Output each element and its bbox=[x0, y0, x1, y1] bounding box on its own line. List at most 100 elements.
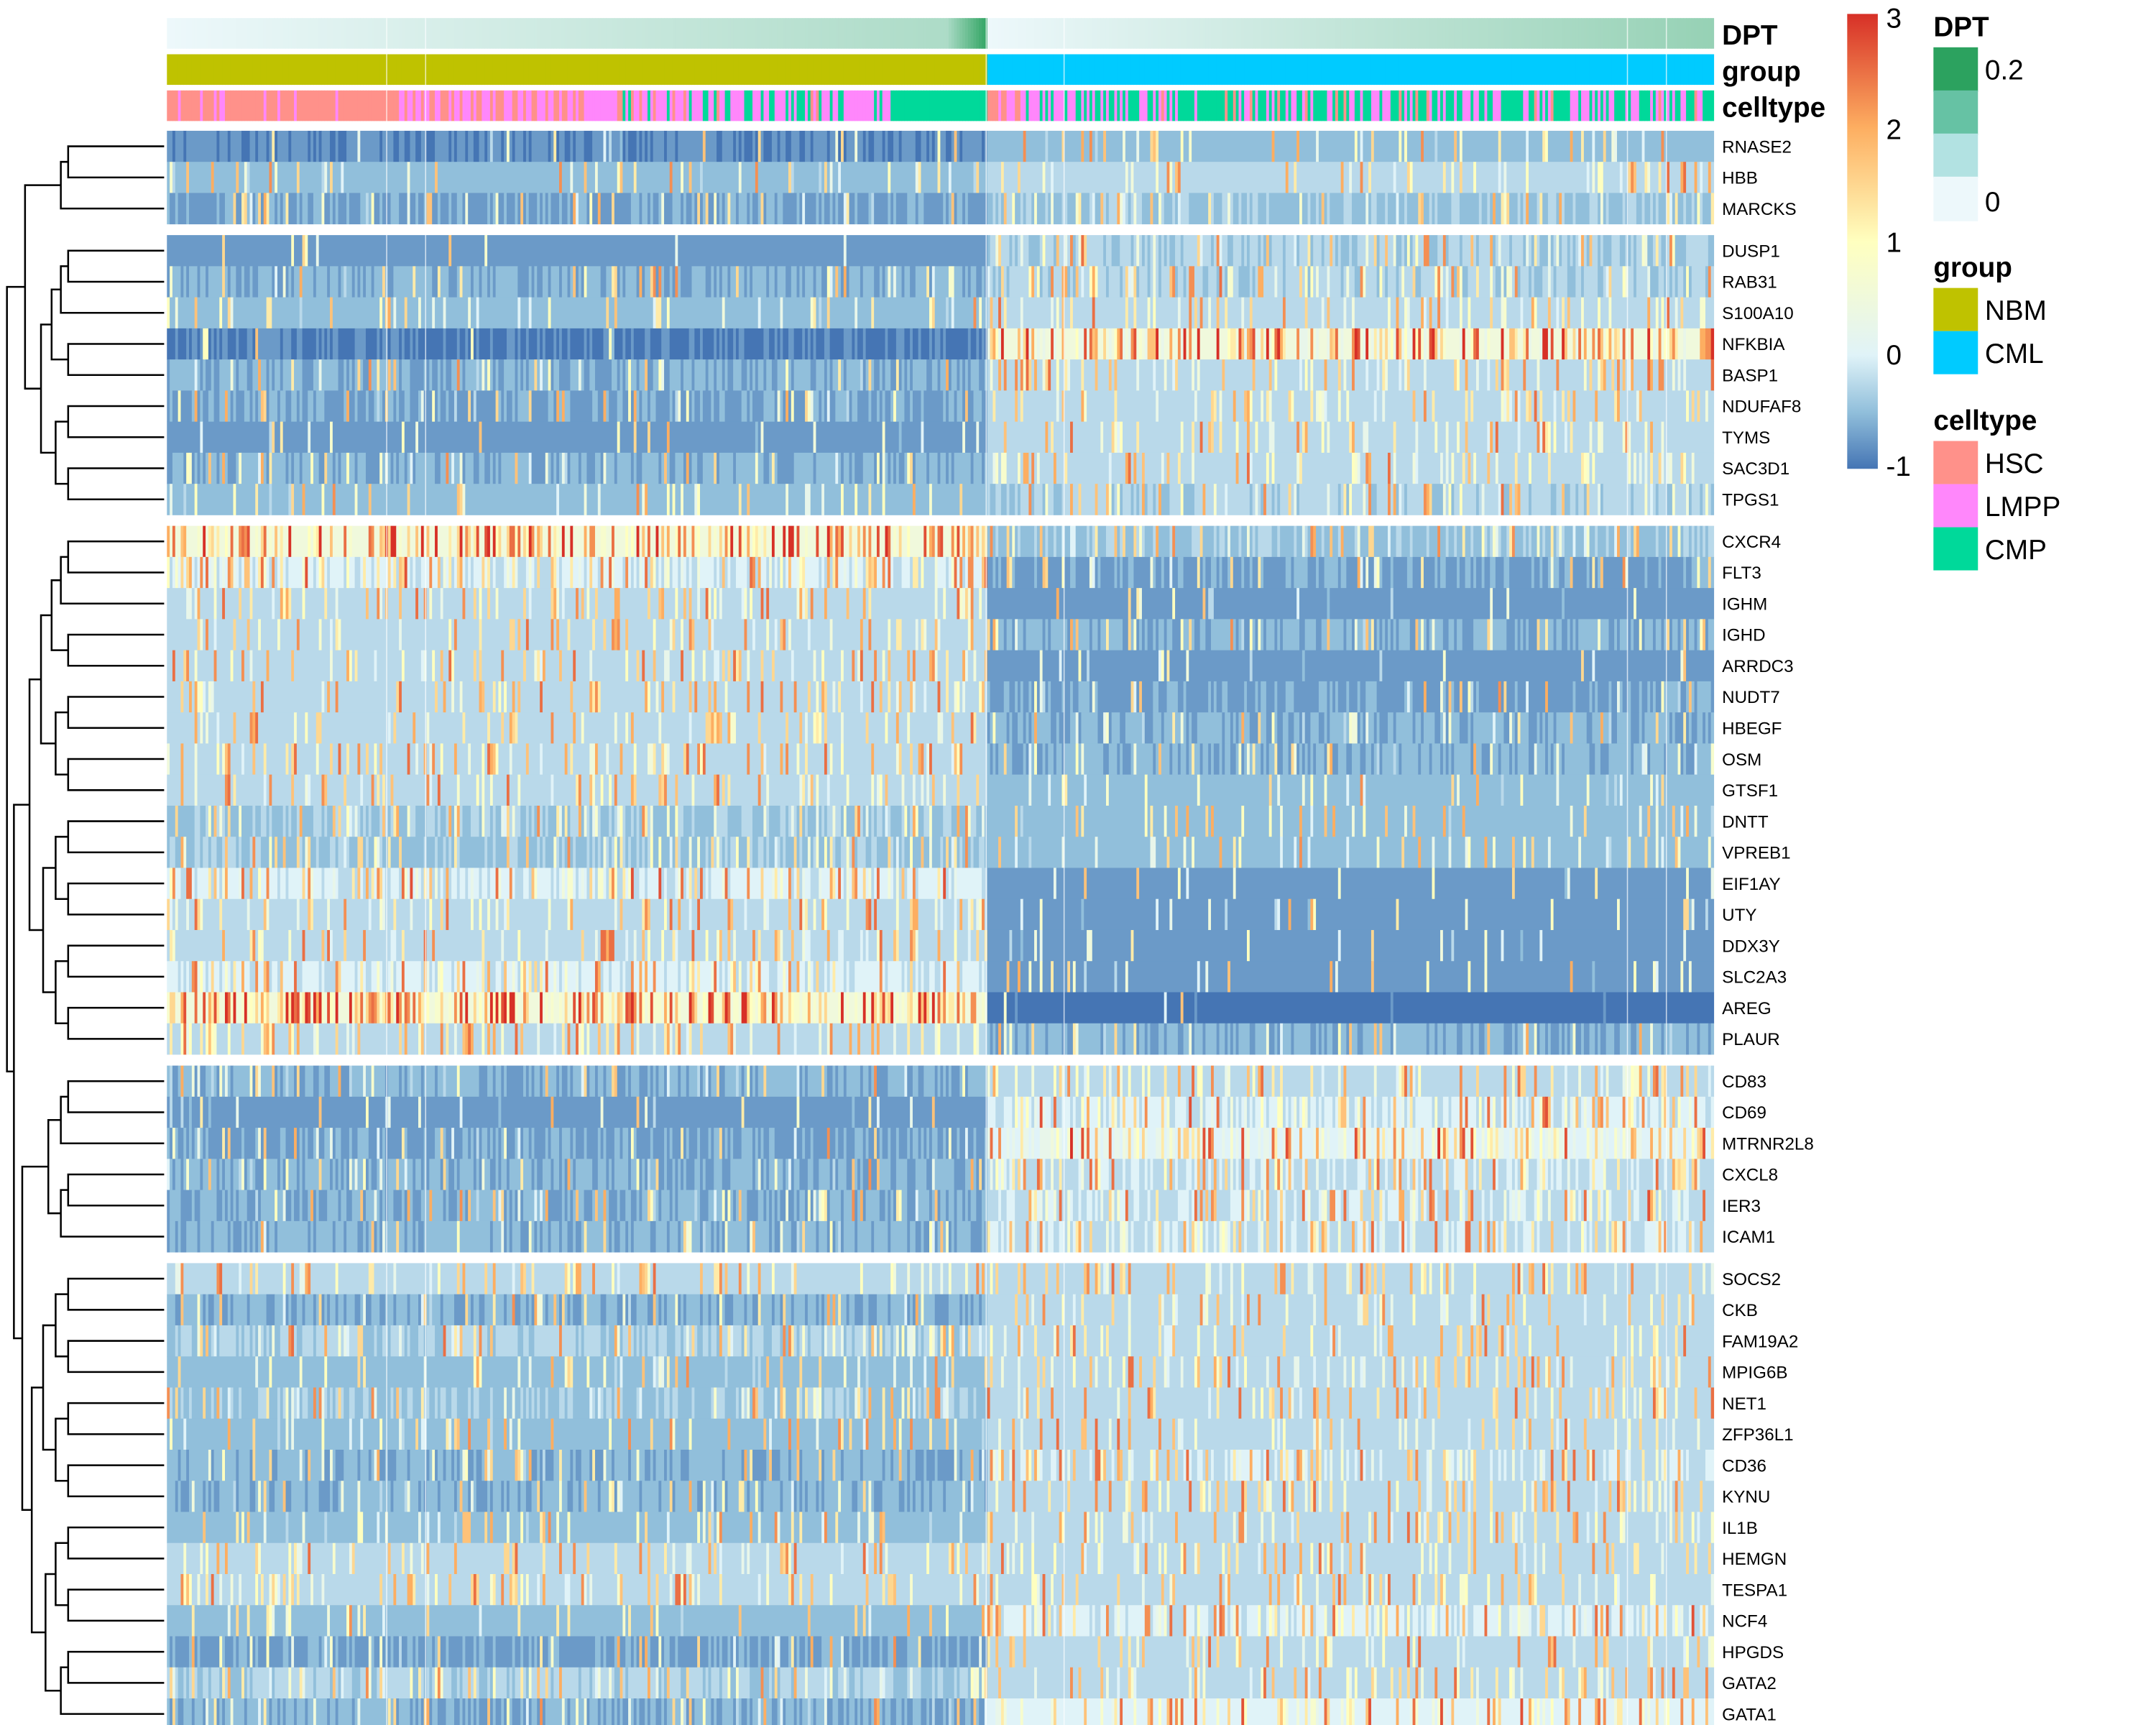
heatmap-cell bbox=[606, 390, 609, 423]
dendrogram-branch bbox=[55, 711, 68, 776]
dpt-annotation-cell bbox=[1136, 18, 1140, 49]
heatmap-cell bbox=[1388, 484, 1391, 515]
group-annotation-cell bbox=[849, 54, 852, 86]
celltype-annotation-cell bbox=[213, 90, 218, 121]
dpt-annotation-cell bbox=[1429, 18, 1433, 49]
heatmap-cell bbox=[501, 130, 505, 162]
heatmap-cell bbox=[1382, 359, 1386, 391]
group-annotation-cell bbox=[233, 54, 236, 86]
heatmap-cell bbox=[1445, 452, 1450, 484]
heatmap-cell bbox=[1365, 452, 1369, 484]
heatmap-cell bbox=[206, 452, 209, 484]
heatmap-cell bbox=[862, 266, 875, 298]
heatmap-cell bbox=[1296, 421, 1300, 454]
heatmap-cell bbox=[1412, 162, 1444, 193]
heatmap-cell bbox=[1606, 193, 1610, 225]
heatmap-cell bbox=[222, 297, 229, 329]
group-annotation-cell bbox=[1399, 54, 1402, 86]
heatmap-cell bbox=[1426, 297, 1430, 329]
dpt-annotation-cell bbox=[857, 18, 861, 49]
group-annotation-cell bbox=[1067, 54, 1071, 86]
heatmap-cell bbox=[813, 130, 828, 162]
group-annotation-cell bbox=[597, 54, 602, 86]
heatmap-cell bbox=[857, 328, 864, 360]
heatmap-cell bbox=[752, 266, 767, 298]
heatmap-cell bbox=[1517, 266, 1521, 298]
dpt-annotation-cell bbox=[774, 18, 778, 49]
group-annotation-cell bbox=[915, 54, 919, 86]
heatmap-cell bbox=[1020, 484, 1029, 515]
group-annotation-cell bbox=[592, 54, 596, 86]
dpt-annotation-cell bbox=[1363, 18, 1366, 49]
dpt-annotation-cell bbox=[990, 18, 993, 49]
heatmap-cell bbox=[167, 421, 201, 454]
heatmap-cell bbox=[1026, 328, 1029, 360]
group-annotation-cell bbox=[1081, 54, 1084, 86]
heatmap-cell bbox=[1529, 484, 1532, 515]
heatmap-cell bbox=[642, 390, 648, 423]
heatmap-cell bbox=[757, 359, 764, 391]
heatmap-cell bbox=[230, 359, 234, 391]
group-annotation-cell bbox=[1619, 54, 1623, 86]
celltype-annotation-cell bbox=[1562, 90, 1565, 121]
heatmap-cell bbox=[586, 484, 599, 515]
celltype-annotation-cell bbox=[459, 90, 464, 121]
celltype-annotation-cell bbox=[1600, 90, 1604, 121]
heatmap-cell bbox=[255, 390, 259, 423]
dpt-annotation-cell bbox=[1418, 18, 1422, 49]
heatmap-cell bbox=[1125, 328, 1129, 360]
heatmap-cell bbox=[473, 390, 477, 423]
heatmap-cell bbox=[1376, 266, 1381, 298]
heatmap-cell bbox=[769, 328, 775, 360]
heatmap-cell bbox=[1423, 328, 1427, 360]
celltype-annotation-cell bbox=[1495, 90, 1499, 121]
group-annotation-cell bbox=[236, 54, 239, 86]
group-annotation-cell bbox=[1023, 54, 1027, 86]
heatmap-cell bbox=[1194, 484, 1204, 515]
heatmap-cell bbox=[1376, 390, 1383, 423]
heatmap-cell bbox=[1705, 266, 1709, 298]
heatmap-cell bbox=[553, 359, 560, 391]
heatmap-cell bbox=[780, 328, 783, 360]
celltype-annotation-cell bbox=[222, 90, 226, 121]
celltype-annotation-cell bbox=[446, 90, 449, 121]
heatmap-cell bbox=[1343, 266, 1347, 298]
celltype-annotation-cell bbox=[189, 90, 193, 121]
heatmap-cell bbox=[630, 525, 635, 558]
heatmap-cell bbox=[675, 235, 678, 267]
dpt-annotation-cell bbox=[691, 18, 695, 49]
dpt-annotation-cell bbox=[308, 18, 311, 49]
heatmap-cell bbox=[1537, 297, 1549, 329]
dpt-annotation-cell bbox=[934, 18, 939, 49]
dpt-annotation-cell bbox=[683, 18, 687, 49]
dpt-annotation-cell bbox=[650, 18, 654, 49]
heatmap-cell bbox=[810, 130, 814, 162]
heatmap-cell bbox=[1370, 193, 1378, 225]
dpt-annotation-cell bbox=[752, 18, 756, 49]
dpt-annotation-cell bbox=[666, 18, 671, 49]
heatmap-cell bbox=[302, 484, 306, 515]
heatmap-cell bbox=[992, 266, 996, 298]
group-annotation-cell bbox=[714, 54, 717, 86]
group-annotation-cell bbox=[948, 54, 952, 86]
heatmap-cell bbox=[462, 525, 466, 558]
heatmap-cell bbox=[1542, 421, 1546, 454]
heatmap-cell bbox=[302, 390, 308, 423]
heatmap-cell bbox=[1136, 297, 1148, 329]
heatmap-cell bbox=[1061, 390, 1065, 423]
group-annotation-cell bbox=[584, 54, 588, 86]
heatmap-cell bbox=[948, 162, 952, 193]
heatmap-cell bbox=[459, 484, 464, 515]
heatmap-cell bbox=[1120, 328, 1123, 360]
dpt-annotation-cell bbox=[1081, 18, 1084, 49]
heatmap-cell bbox=[1641, 235, 1646, 267]
heatmap-cell bbox=[1393, 235, 1397, 267]
heatmap-cell bbox=[344, 162, 408, 193]
heatmap-cell bbox=[1268, 452, 1273, 484]
celltype-annotation-cell bbox=[462, 90, 466, 121]
heatmap-cell bbox=[813, 328, 817, 360]
heatmap-cell bbox=[1161, 484, 1170, 515]
heatmap-cell bbox=[1158, 130, 1181, 162]
heatmap-cell bbox=[1324, 193, 1328, 225]
heatmap-cell bbox=[957, 130, 960, 162]
